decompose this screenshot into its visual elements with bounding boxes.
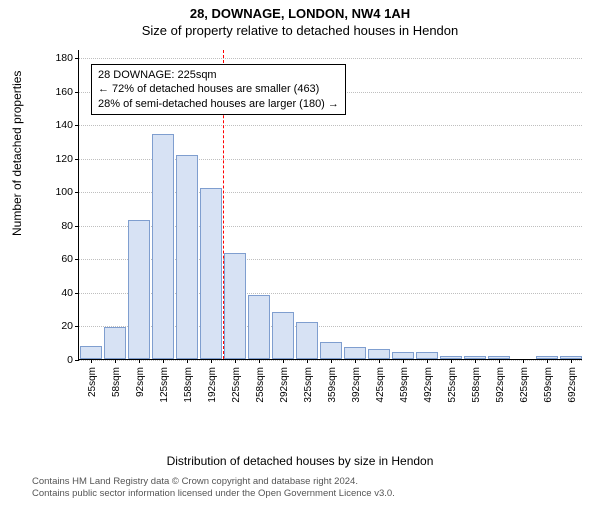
footnote: Contains HM Land Registry data © Crown c… xyxy=(32,476,395,500)
x-tick-label: 92sqm xyxy=(135,363,146,397)
x-tick-label: 492sqm xyxy=(423,363,434,403)
x-tick-label: 558sqm xyxy=(471,363,482,403)
y-tick-label: 20 xyxy=(61,320,79,332)
footnote-line: Contains HM Land Registry data © Crown c… xyxy=(32,476,395,488)
x-tick-label: 392sqm xyxy=(351,363,362,403)
y-tick-label: 80 xyxy=(61,220,79,232)
x-tick-label: 692sqm xyxy=(567,363,578,403)
histogram-bar xyxy=(392,352,415,359)
histogram-bar xyxy=(128,220,151,359)
x-tick-label: 158sqm xyxy=(183,363,194,403)
histogram-bar xyxy=(272,312,295,359)
chart-area: 0 20 40 60 80 100 120 140 160 180 25sqm 58sqm 92sqm 1… xyxy=(46,50,586,418)
x-tick-label: 592sqm xyxy=(495,363,506,403)
y-tick-label: 140 xyxy=(55,119,79,131)
x-tick-label: 25sqm xyxy=(87,363,98,397)
y-tick-label: 100 xyxy=(55,186,79,198)
y-tick-label: 160 xyxy=(55,86,79,98)
histogram-bar xyxy=(80,346,103,359)
histogram-bar xyxy=(176,155,199,359)
chart-title-main: 28, DOWNAGE, LONDON, NW4 1AH xyxy=(0,6,600,21)
y-tick-label: 0 xyxy=(67,354,79,366)
chart-title-sub: Size of property relative to detached ho… xyxy=(0,23,600,38)
x-tick-label: 459sqm xyxy=(399,363,410,403)
annotation-line: ← 72% of detached houses are smaller (46… xyxy=(98,82,339,96)
y-axis-label: Number of detached properties xyxy=(10,71,24,236)
y-tick-label: 40 xyxy=(61,287,79,299)
x-tick-label: 292sqm xyxy=(279,363,290,403)
histogram-bar xyxy=(344,347,367,359)
x-tick-label: 525sqm xyxy=(447,363,458,403)
histogram-bar xyxy=(320,342,343,359)
footnote-line: Contains public sector information licen… xyxy=(32,488,395,500)
x-axis-label: Distribution of detached houses by size … xyxy=(0,454,600,468)
x-tick-label: 359sqm xyxy=(327,363,338,403)
histogram-bar xyxy=(152,134,175,359)
plot-region: 02040608010012014016018025sqm58sqm92sqm1… xyxy=(78,50,582,360)
x-tick-label: 225sqm xyxy=(231,363,242,403)
y-tick-label: 180 xyxy=(55,52,79,64)
x-tick-label: 425sqm xyxy=(375,363,386,403)
x-tick-label: 125sqm xyxy=(159,363,170,403)
x-tick-label: 58sqm xyxy=(111,363,122,397)
y-tick-label: 120 xyxy=(55,153,79,165)
annotation-line: 28 DOWNAGE: 225sqm xyxy=(98,68,339,82)
annotation-box: 28 DOWNAGE: 225sqm← 72% of detached hous… xyxy=(91,64,346,115)
histogram-bar xyxy=(296,322,319,359)
x-tick-label: 325sqm xyxy=(303,363,314,403)
histogram-bar xyxy=(416,352,439,359)
histogram-bar xyxy=(248,295,271,359)
annotation-line: 28% of semi-detached houses are larger (… xyxy=(98,97,339,111)
x-tick-label: 192sqm xyxy=(207,363,218,403)
histogram-bar xyxy=(104,327,127,359)
histogram-bar xyxy=(368,349,391,359)
x-tick-label: 659sqm xyxy=(543,363,554,403)
gridline xyxy=(79,125,582,126)
x-tick-label: 625sqm xyxy=(519,363,530,403)
y-tick-label: 60 xyxy=(61,253,79,265)
gridline xyxy=(79,58,582,59)
x-tick-label: 258sqm xyxy=(255,363,266,403)
histogram-bar xyxy=(224,253,247,359)
histogram-bar xyxy=(200,188,223,359)
